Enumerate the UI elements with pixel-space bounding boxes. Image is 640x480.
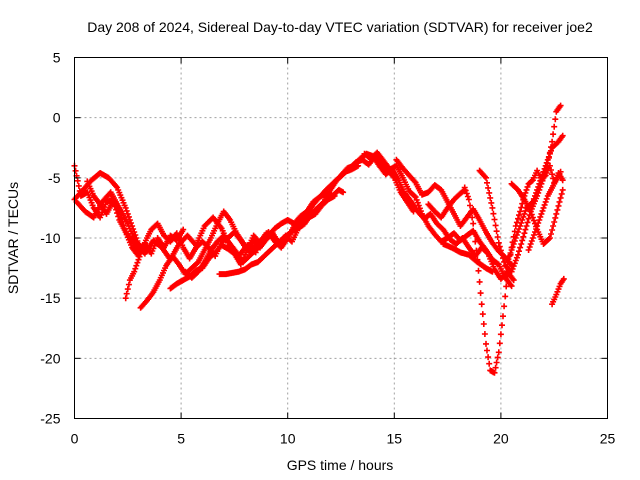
y-tick-labels: 5 0 -5 -10 -15 -20 -25	[40, 50, 60, 427]
series-sat-17	[504, 132, 566, 266]
y-tick-label: 0	[53, 110, 61, 126]
series-markers	[504, 132, 566, 266]
series-sat-18	[508, 180, 566, 247]
series-sat-11	[361, 149, 515, 290]
y-tick-label: -20	[40, 350, 60, 366]
series-sat-09	[216, 192, 338, 278]
gridlines	[74, 57, 608, 419]
x-tick-label: 5	[177, 431, 185, 447]
x-tick-label: 20	[493, 431, 509, 447]
series-sat-12	[393, 156, 515, 269]
y-axis-label: SDTVAR / TECUs	[5, 182, 21, 294]
axis-ticks	[74, 57, 608, 419]
series-sat-20	[525, 168, 564, 253]
y-tick-label: -15	[40, 290, 60, 306]
x-tick-labels: 0 5 10 15 20 25	[71, 431, 616, 447]
series-markers	[393, 156, 515, 269]
series-markers	[425, 186, 468, 221]
x-axis-label: GPS time / hours	[287, 457, 394, 473]
y-tick-label: 5	[53, 50, 61, 66]
chart-title: Day 208 of 2024, Sidereal Day-to-day VTE…	[87, 19, 593, 35]
x-tick-label: 10	[280, 431, 296, 447]
series-markers	[216, 192, 338, 278]
x-tick-label: 0	[71, 431, 79, 447]
y-tick-label: -25	[40, 411, 60, 427]
y-tick-label: -10	[40, 230, 60, 246]
data-points	[71, 102, 567, 376]
series-markers	[361, 149, 515, 290]
series-sat-08	[182, 162, 362, 281]
series-sat-10	[338, 150, 517, 284]
series-sat-19	[549, 275, 567, 308]
y-tick-label: -5	[48, 170, 61, 186]
series-markers	[440, 241, 496, 275]
series-markers	[508, 180, 566, 247]
series-markers	[338, 150, 517, 284]
series-sat-15	[440, 241, 496, 275]
x-tick-label: 25	[600, 431, 616, 447]
series-markers	[525, 168, 564, 253]
series-sat-13	[425, 186, 468, 221]
x-tick-label: 15	[387, 431, 403, 447]
series-markers	[182, 162, 362, 281]
series-markers	[549, 275, 567, 308]
